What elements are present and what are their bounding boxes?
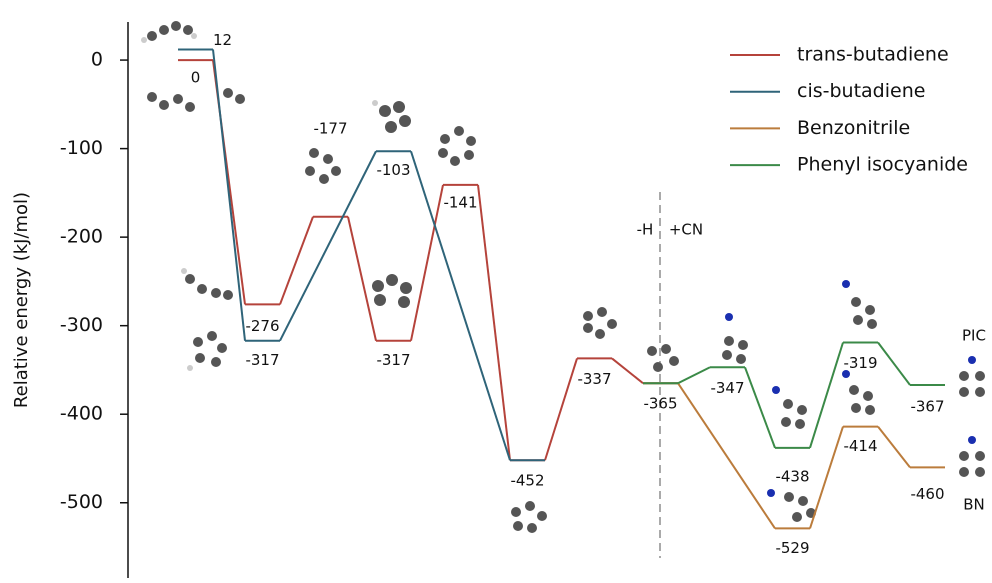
- connector: [410, 184, 444, 341]
- annotation: -H: [637, 221, 654, 239]
- connector: [877, 425, 911, 468]
- connector: [279, 216, 314, 305]
- connector: [809, 426, 844, 529]
- value-label: -529: [775, 539, 809, 557]
- value-label: -367: [910, 397, 944, 415]
- y-tick-label: -500: [60, 491, 103, 513]
- legend-label: Benzonitrile: [797, 117, 910, 139]
- annotation: BN: [963, 496, 985, 514]
- connector: [477, 184, 511, 461]
- connector: [677, 382, 776, 529]
- value-label: -438: [775, 467, 809, 485]
- value-label: -177: [313, 119, 347, 137]
- molecule-icons: [141, 21, 985, 533]
- value-label: -337: [577, 370, 611, 388]
- y-tick-label: -100: [60, 137, 103, 159]
- y-tick-label: -200: [60, 226, 103, 248]
- value-label: 12: [213, 31, 232, 49]
- value-label: -319: [843, 354, 877, 372]
- value-label: -460: [910, 485, 944, 503]
- legend-label: trans-butadiene: [797, 44, 949, 66]
- value-label: -365: [643, 395, 677, 413]
- value-label: 0: [191, 69, 201, 87]
- connector: [212, 49, 246, 341]
- value-label: -276: [245, 317, 279, 335]
- value-label: -347: [710, 379, 744, 397]
- annotation: PIC: [962, 327, 986, 345]
- connector: [611, 357, 644, 385]
- value-label: -317: [376, 351, 410, 369]
- y-axis-label: Relative energy (kJ/mol): [11, 192, 32, 408]
- connector: [877, 341, 911, 386]
- connector: [544, 358, 578, 461]
- value-label: -103: [376, 161, 410, 179]
- connector: [677, 366, 711, 385]
- value-label: -414: [843, 437, 877, 455]
- annotation: +CN: [669, 221, 703, 239]
- connector: [410, 150, 511, 461]
- legend-label: Phenyl isocyanide: [797, 154, 968, 176]
- connector: [347, 216, 377, 341]
- connector: [744, 366, 776, 449]
- y-tick-label: -400: [60, 403, 103, 425]
- y-tick-label: -300: [60, 314, 103, 336]
- value-label: -452: [510, 472, 544, 490]
- value-label: -141: [443, 193, 477, 211]
- value-label: -317: [245, 351, 279, 369]
- connector: [809, 342, 844, 449]
- y-tick-label: 0: [91, 49, 103, 71]
- legend-label: cis-butadiene: [797, 80, 925, 102]
- connector: [279, 150, 377, 342]
